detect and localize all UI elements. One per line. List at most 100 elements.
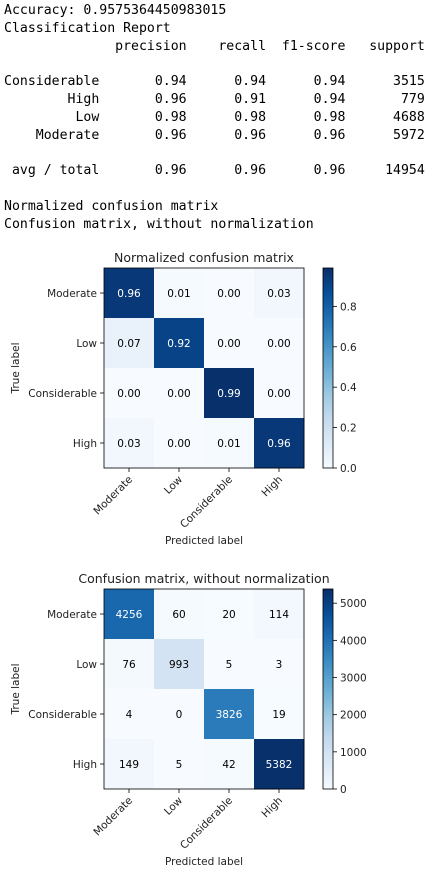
- colorbar-tick-label: 0.4: [340, 382, 357, 394]
- colorbar-segment: [323, 358, 333, 362]
- report-line: avg / total 0.96 0.96 0.96 14954: [4, 163, 425, 179]
- cell-value-label: 60: [172, 609, 185, 621]
- colorbar-segment: [323, 729, 333, 733]
- colorbar-segment: [323, 278, 333, 282]
- heatmap-cell: [154, 689, 205, 740]
- heatmap-cell: [204, 639, 255, 690]
- x-axis-label: Predicted label: [165, 535, 243, 547]
- colorbar-segment: [323, 401, 333, 406]
- colorbar-segment: [323, 438, 333, 442]
- colorbar-segment: [323, 451, 333, 456]
- heatmap-cell: [154, 318, 205, 369]
- colorbar-segment: [323, 341, 333, 346]
- colorbar-segment: [323, 702, 333, 707]
- y-tick-label: High: [73, 759, 97, 771]
- cell-value-label: 149: [119, 759, 139, 771]
- colorbar-segment: [323, 388, 333, 392]
- colorbar-segment: [323, 675, 333, 680]
- colorbar-segment: [323, 669, 333, 673]
- heatmap-cell: [104, 368, 155, 419]
- colorbar-segment: [323, 274, 333, 279]
- colorbar-segment: [323, 785, 333, 790]
- cell-value-label: 3826: [216, 709, 243, 721]
- cell-value-label: 4: [126, 709, 133, 721]
- heatmap-cell: [204, 318, 255, 369]
- colorbar-segment: [323, 291, 333, 296]
- x-tick-label: Moderate: [91, 795, 135, 839]
- colorbar-segment: [323, 632, 333, 637]
- heatmap-cell: [104, 689, 155, 740]
- colorbar-segment: [323, 665, 333, 670]
- heatmap-cell: [204, 689, 255, 740]
- colorbar-segment: [323, 281, 333, 286]
- colorbar-segment: [323, 655, 333, 660]
- colorbar-segment: [323, 609, 333, 613]
- y-axis-label: True label: [10, 663, 22, 715]
- cell-value-label: 0.00: [217, 288, 240, 300]
- heatmap-cell: [154, 418, 205, 469]
- colorbar-segment: [323, 394, 333, 399]
- classification-report: Accuracy: 0.9575364450983015 Classificat…: [4, 2, 425, 233]
- colorbar-segment: [323, 725, 333, 730]
- heatmap-cell: [154, 368, 205, 419]
- heatmap-cell: [254, 418, 305, 469]
- y-tick-label: Low: [76, 338, 97, 350]
- colorbar-segment: [323, 318, 333, 322]
- colorbar-segment: [323, 294, 333, 299]
- y-tick-label: Low: [76, 659, 97, 671]
- colorbar-segment: [323, 311, 333, 316]
- colorbar-segment: [323, 719, 333, 723]
- colorbar-segment: [323, 652, 333, 657]
- colorbar-segment: [323, 441, 333, 446]
- colorbar-segment: [323, 589, 333, 593]
- colorbar-segment: [323, 268, 333, 272]
- x-tick-label: Low: [162, 473, 185, 496]
- colorbar-segment: [323, 775, 333, 780]
- report-line: Accuracy: 0.9575364450983015: [4, 3, 227, 18]
- colorbar-segment: [323, 454, 333, 459]
- heatmap-cell: [204, 418, 255, 469]
- colorbar-segment: [323, 619, 333, 623]
- report-line: Moderate 0.96 0.96 0.96 5972: [4, 127, 425, 143]
- cell-value-label: 5: [176, 759, 183, 771]
- colorbar-segment: [323, 649, 333, 653]
- y-tick-label: Considerable: [28, 709, 97, 721]
- cell-value-label: 0.00: [167, 438, 190, 450]
- colorbar-segment: [323, 595, 333, 600]
- colorbar-frame: [322, 267, 334, 469]
- colorbar-segment: [323, 461, 333, 466]
- colorbar-segment: [323, 348, 333, 352]
- colorbar-segment: [323, 314, 333, 319]
- colorbar-tick-label: 0.6: [340, 342, 357, 354]
- colorbar-tick-label: 1000: [340, 747, 367, 759]
- colorbar-segment: [323, 612, 333, 617]
- colorbar-segment: [323, 639, 333, 643]
- cell-value-label: 114: [269, 609, 289, 621]
- cell-value-label: 0.03: [267, 288, 290, 300]
- colorbar-segment: [323, 304, 333, 309]
- colorbar-segment: [323, 779, 333, 783]
- colorbar-tick-label: 0.8: [340, 301, 357, 313]
- x-tick-label: High: [260, 474, 286, 500]
- heatmap-cell: [104, 268, 155, 319]
- colorbar-segment: [323, 762, 333, 767]
- heatmap-cell: [254, 689, 305, 740]
- plot-frame: [103, 267, 305, 469]
- raw-confusion-matrix-chart: Confusion matrix, without normalization 4…: [10, 571, 367, 868]
- colorbar-segment: [323, 672, 333, 677]
- colorbar-segment: [323, 288, 333, 292]
- x-tick-label: Low: [162, 794, 185, 817]
- colorbar-segment: [323, 378, 333, 382]
- heatmap-cell: [204, 589, 255, 640]
- colorbar-segment: [323, 782, 333, 787]
- heatmap-cell: [104, 418, 155, 469]
- colorbar-segment: [323, 772, 333, 777]
- normalized-confusion-matrix-chart: Normalized confusion matrix 0.96 0.01 0.00 0…: [10, 250, 357, 547]
- report-line: High 0.96 0.91 0.94 779: [4, 91, 425, 107]
- y-tick-label: Considerable: [28, 388, 97, 400]
- colorbar-segment: [323, 735, 333, 740]
- cell-value-label: 0.96: [117, 288, 141, 300]
- colorbar-segment: [323, 284, 333, 289]
- colorbar-segment: [323, 592, 333, 597]
- colorbar-segment: [323, 444, 333, 449]
